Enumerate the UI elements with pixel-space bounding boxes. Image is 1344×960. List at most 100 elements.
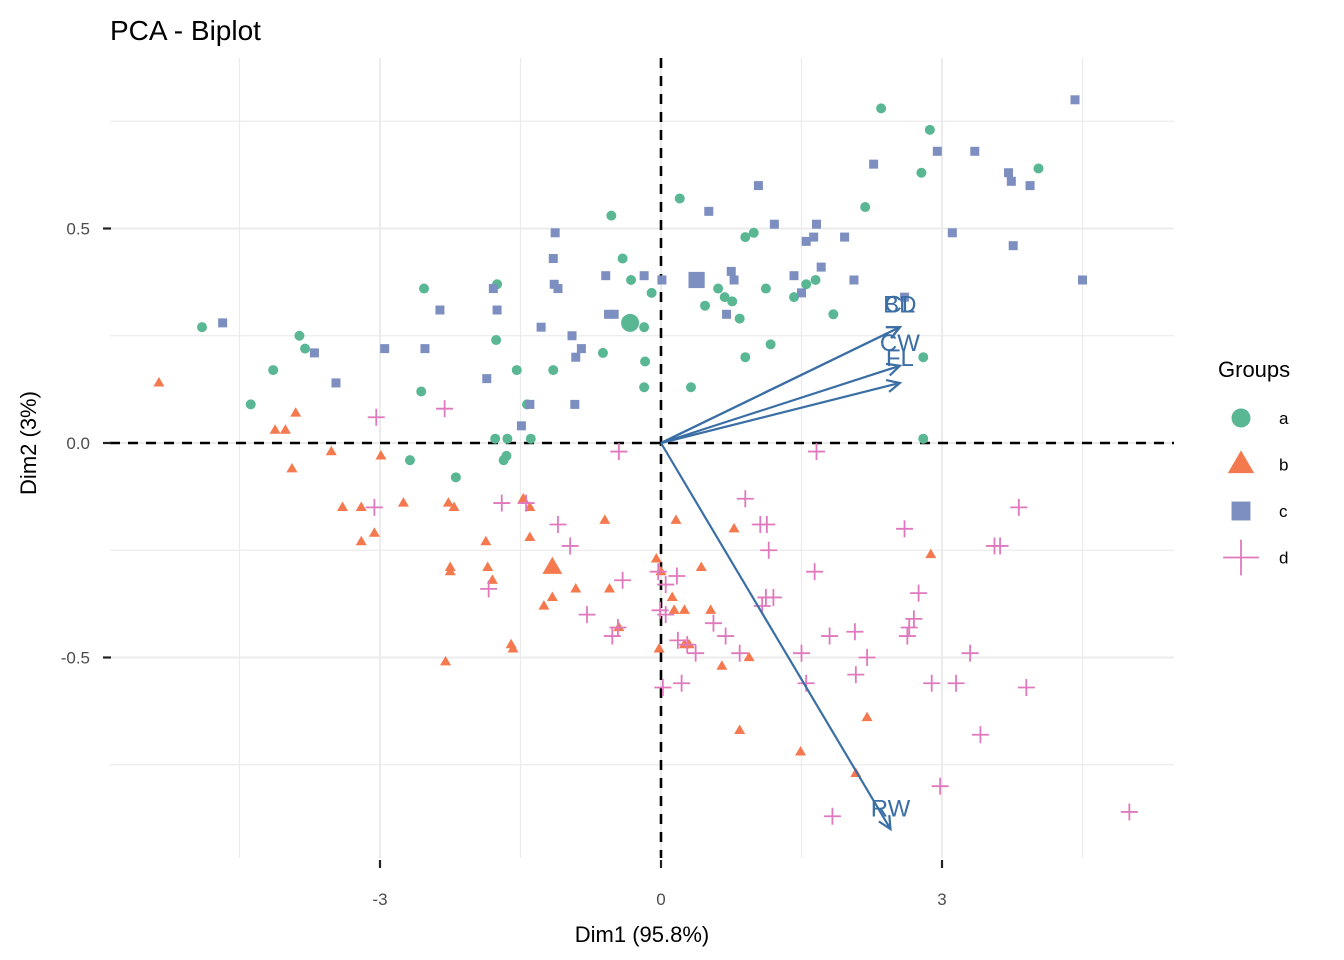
point-c [571,352,581,362]
point-b [599,514,611,524]
point-a [300,343,311,354]
point-d [687,644,705,662]
point-a [760,283,771,294]
y-tick-label: 0.0 [66,434,90,453]
variable-label-rw: RW [871,796,911,823]
point-c [1078,275,1088,285]
legend-key-b [1227,450,1255,474]
point-c [1004,168,1014,178]
point-a [197,322,208,333]
point-c [488,284,498,294]
arrowhead-cw [885,362,903,377]
point-b [743,651,755,662]
point-c [789,271,799,281]
point-b [668,604,680,614]
point-b [486,574,498,584]
point-b [524,531,536,541]
point-c [639,271,649,281]
point-a [606,210,617,221]
x-tick-label: -3 [372,890,387,909]
arrowhead-cl [885,326,903,339]
point-d [480,580,498,598]
point-c [1008,241,1018,251]
point-d [603,627,621,645]
point-b [570,582,582,593]
legend-key-a [1231,408,1251,428]
series-a [197,103,1044,483]
x-tick-label: 3 [937,890,946,909]
point-c [1006,176,1016,186]
point-b [538,600,550,610]
point-c [797,288,807,298]
point-b [728,522,740,533]
arrow-rw [660,442,892,830]
point-c [970,146,980,156]
point-d [923,674,941,692]
point-c [492,305,502,315]
point-a [639,322,650,333]
point-b [507,643,519,653]
point-b [355,501,367,511]
point-b [482,561,494,572]
point-b [666,591,678,602]
point-b [795,745,807,756]
point-c [331,378,341,388]
point-d [806,563,824,581]
point-a [727,296,738,307]
point-c [550,228,560,238]
legend-label-b: b [1279,456,1288,475]
point-b [290,407,302,417]
point-a [713,283,724,294]
point-c [420,344,430,354]
point-d [947,674,965,692]
centroid-c [688,271,705,289]
point-d [657,606,675,624]
point-c [525,399,535,409]
point-a [748,227,759,238]
point-b [286,462,298,473]
point-a [918,433,929,444]
point-a [740,352,751,363]
point-a [646,287,657,298]
point-d [991,537,1009,555]
point-c [548,254,558,264]
point-a [294,330,305,341]
arrow-cl [660,326,901,444]
point-a [491,335,502,346]
arrowhead-fl [885,379,903,393]
point-d [896,520,914,538]
series-d [365,400,1138,825]
point-a [918,352,929,363]
point-a [617,253,628,264]
point-d [561,537,579,555]
point-c [801,236,811,246]
point-c [380,344,390,354]
point-c [309,348,319,358]
point-b [734,724,746,735]
point-d [678,636,696,654]
point-b [279,424,291,434]
point-d [704,614,722,632]
point-c [809,232,819,242]
point-c [567,331,577,341]
point-d [731,644,749,662]
point-a [674,193,685,204]
point-a [245,399,256,410]
point-c [1025,181,1035,191]
point-d [910,584,928,602]
point-b [655,565,667,576]
point-d [1017,679,1035,697]
point-a [765,339,776,350]
point-a [268,365,279,376]
point-b [444,565,456,576]
point-c [947,228,957,238]
point-a [525,433,536,444]
point-d [657,576,675,594]
point-c [769,219,779,229]
point-d [821,627,839,645]
point-c [849,275,859,285]
point-d [609,618,627,636]
series-b [153,377,937,777]
point-a [876,103,887,114]
point-c [570,399,580,409]
